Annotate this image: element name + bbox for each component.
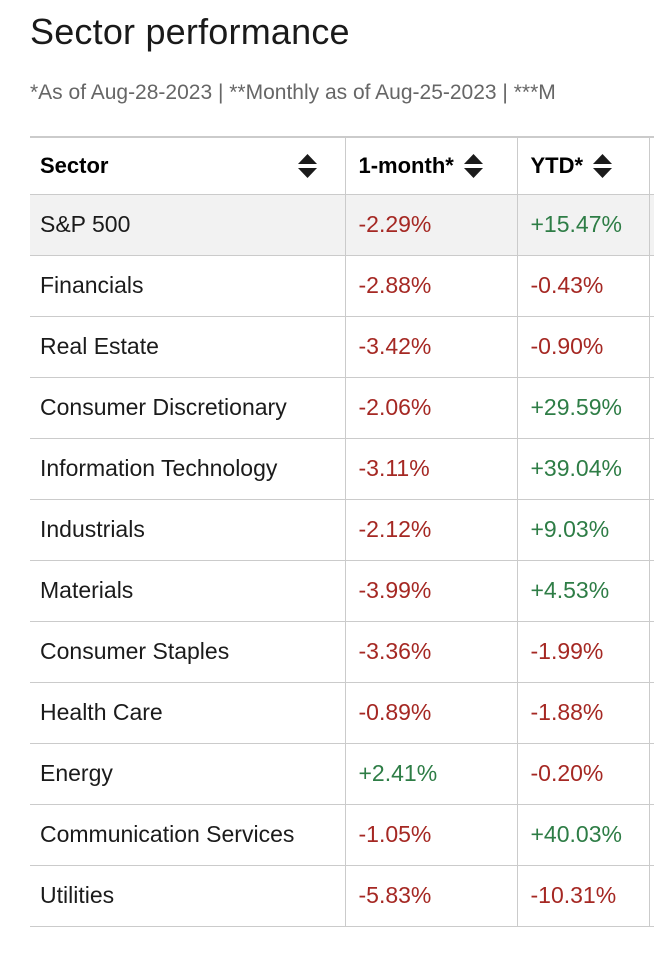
sector-name-cell: Industrials bbox=[30, 499, 346, 561]
ytd-value-cell: -0.43% bbox=[517, 255, 650, 317]
cutoff-column-cell bbox=[649, 743, 654, 805]
table-row: Materials -3.99% +4.53% bbox=[30, 560, 654, 622]
cutoff-column-cell bbox=[649, 499, 654, 561]
column-header-1-month[interactable]: 1-month* bbox=[345, 137, 518, 195]
cutoff-column-cell bbox=[649, 621, 654, 683]
sector-name-cell: Information Technology bbox=[30, 438, 346, 500]
column-header-ytd[interactable]: YTD* bbox=[517, 137, 650, 195]
one-month-value-cell: -5.83% bbox=[345, 865, 518, 927]
cutoff-column-cell bbox=[649, 560, 654, 622]
ytd-value-cell: -1.99% bbox=[517, 621, 650, 683]
ytd-value-cell: -0.90% bbox=[517, 316, 650, 378]
one-month-value-cell: -2.88% bbox=[345, 255, 518, 317]
one-month-value-cell: -2.29% bbox=[345, 194, 518, 256]
ytd-value-cell: -1.88% bbox=[517, 682, 650, 744]
cutoff-column-cell bbox=[649, 682, 654, 744]
one-month-value-cell: -3.36% bbox=[345, 621, 518, 683]
sector-name-cell: S&P 500 bbox=[30, 194, 346, 256]
column-header-1-month-label: 1-month* bbox=[358, 152, 454, 178]
table-row: Real Estate -3.42% -0.90% bbox=[30, 316, 654, 378]
sector-name-cell: Consumer Staples bbox=[30, 621, 346, 683]
column-header-sector-label: Sector bbox=[40, 152, 109, 178]
ytd-value-cell: +39.04% bbox=[517, 438, 650, 500]
ytd-value-cell: +9.03% bbox=[517, 499, 650, 561]
sector-name-cell: Communication Services bbox=[30, 804, 346, 866]
sector-performance-page: Sector performance *As of Aug-28-2023 | … bbox=[0, 10, 654, 927]
one-month-value-cell: -3.99% bbox=[345, 560, 518, 622]
ytd-value-cell: +29.59% bbox=[517, 377, 650, 439]
table-row: Communication Services -1.05% +40.03% bbox=[30, 804, 654, 866]
ytd-value-cell: +4.53% bbox=[517, 560, 650, 622]
cutoff-column-cell bbox=[649, 438, 654, 500]
column-header-cutoff bbox=[649, 137, 654, 195]
sector-name-cell: Real Estate bbox=[30, 316, 346, 378]
sector-name-cell: Financials bbox=[30, 255, 346, 317]
one-month-value-cell: -1.05% bbox=[345, 804, 518, 866]
ytd-value-cell: -0.20% bbox=[517, 743, 650, 805]
sector-name-cell: Energy bbox=[30, 743, 346, 805]
table-row: Industrials -2.12% +9.03% bbox=[30, 499, 654, 561]
table-row: S&P 500 -2.29% +15.47% bbox=[30, 194, 654, 256]
column-header-sector[interactable]: Sector bbox=[30, 137, 346, 195]
table-row: Consumer Discretionary -2.06% +29.59% bbox=[30, 377, 654, 439]
header-row: Sector 1-month* bbox=[30, 137, 654, 195]
table-row: Utilities -5.83% -10.31% bbox=[30, 865, 654, 927]
table-row: Consumer Staples -3.36% -1.99% bbox=[30, 621, 654, 683]
sector-performance-table: Sector 1-month* bbox=[30, 136, 654, 927]
cutoff-column-cell bbox=[649, 194, 654, 256]
ytd-value-cell: +15.47% bbox=[517, 194, 650, 256]
table-header: Sector 1-month* bbox=[30, 137, 654, 195]
sector-name-cell: Materials bbox=[30, 560, 346, 622]
table-row: Health Care -0.89% -1.88% bbox=[30, 682, 654, 744]
cutoff-column-cell bbox=[649, 255, 654, 317]
footnote-text: *As of Aug-28-2023 | **Monthly as of Aug… bbox=[30, 81, 556, 104]
ytd-value-cell: +40.03% bbox=[517, 804, 650, 866]
column-header-ytd-label: YTD* bbox=[530, 152, 584, 178]
table-row: Financials -2.88% -0.43% bbox=[30, 255, 654, 317]
table-row: Energy +2.41% -0.20% bbox=[30, 743, 654, 805]
cutoff-column-cell bbox=[649, 316, 654, 378]
one-month-value-cell: -2.12% bbox=[345, 499, 518, 561]
one-month-value-cell: -0.89% bbox=[345, 682, 518, 744]
table-row: Information Technology -3.11% +39.04% bbox=[30, 438, 654, 500]
one-month-value-cell: -3.11% bbox=[345, 438, 518, 500]
sort-arrows-icon[interactable] bbox=[463, 153, 483, 178]
sort-arrows-icon[interactable] bbox=[593, 153, 613, 178]
one-month-value-cell: -2.06% bbox=[345, 377, 518, 439]
cutoff-column-cell bbox=[649, 865, 654, 927]
sector-name-cell: Utilities bbox=[30, 865, 346, 927]
page-title: Sector performance bbox=[30, 11, 350, 52]
sector-name-cell: Consumer Discretionary bbox=[30, 377, 346, 439]
sector-name-cell: Health Care bbox=[30, 682, 346, 744]
ytd-value-cell: -10.31% bbox=[517, 865, 650, 927]
cutoff-column-cell bbox=[649, 804, 654, 866]
one-month-value-cell: +2.41% bbox=[345, 743, 518, 805]
table-body: S&P 500 -2.29% +15.47% Financials -2.88%… bbox=[30, 194, 654, 927]
sort-arrows-icon[interactable] bbox=[297, 153, 317, 178]
one-month-value-cell: -3.42% bbox=[345, 316, 518, 378]
cutoff-column-cell bbox=[649, 377, 654, 439]
